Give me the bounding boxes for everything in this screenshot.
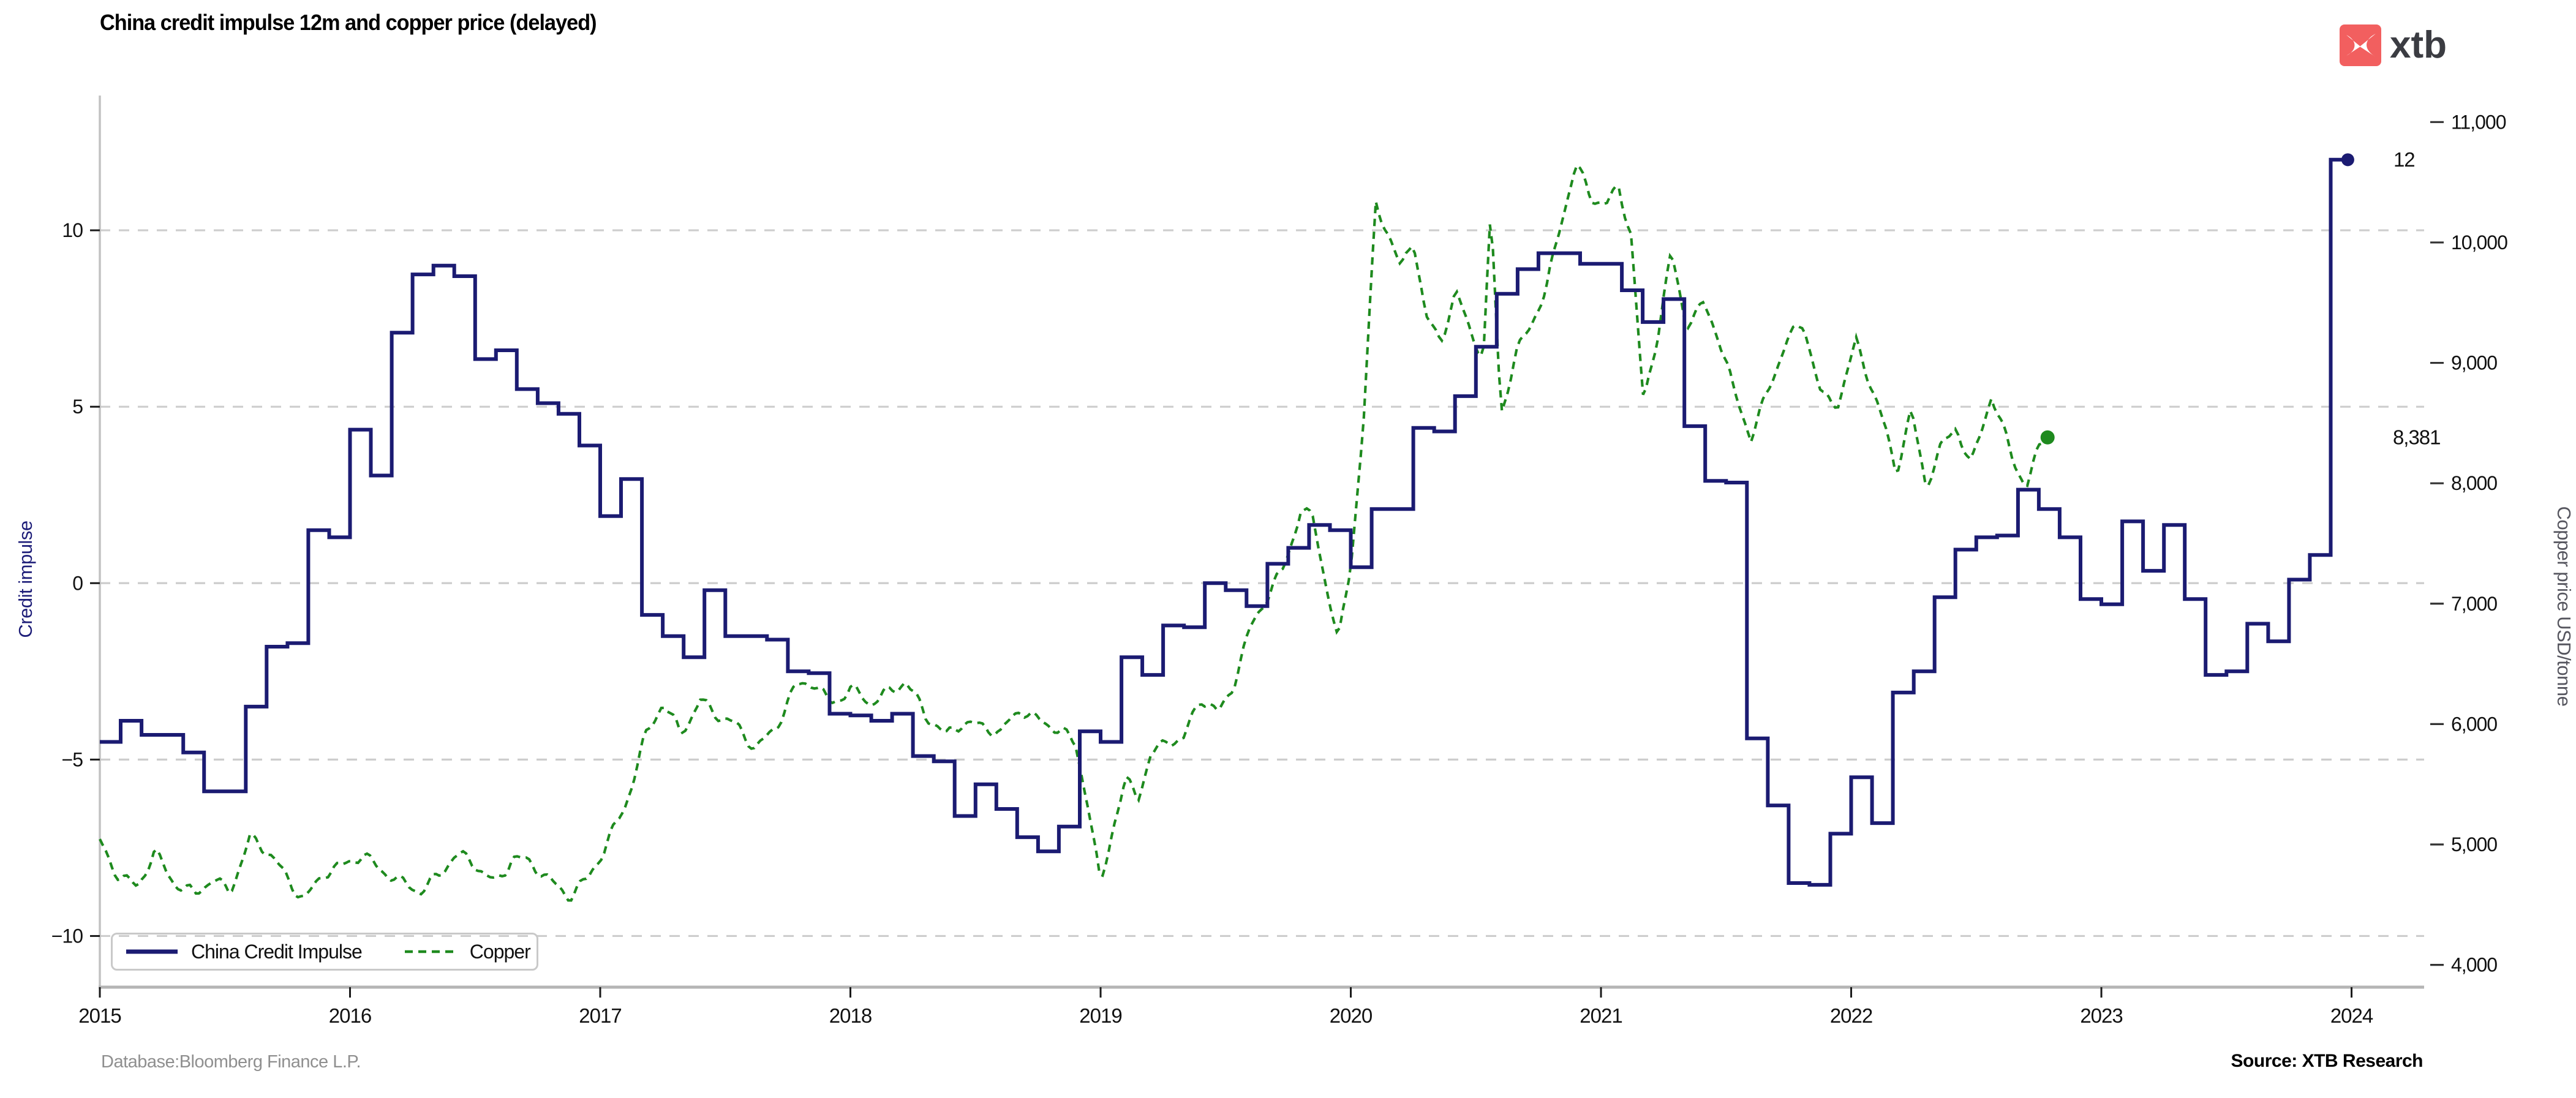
copper-end-marker: [2040, 430, 2055, 445]
chart-title: China credit impulse 12m and copper pric…: [100, 10, 597, 35]
left-tick-label: 10: [62, 219, 83, 241]
right-tick-label: 9,000: [2451, 352, 2497, 374]
left-tick-label: −10: [51, 925, 83, 947]
footer-database: Database:Bloomberg Finance L.P.: [101, 1052, 361, 1072]
right-tick-label: 11,000: [2451, 111, 2506, 133]
legend-line-sample: [126, 949, 178, 954]
left-axis-label: Credit impulse: [15, 521, 36, 637]
footer-source: Source: XTB Research: [2231, 1051, 2423, 1071]
left-tick-label: 5: [72, 396, 83, 418]
annotation-copper-final: 8,381: [2393, 426, 2441, 448]
xtb-logo-text: xtb: [2390, 24, 2447, 66]
right-tick-label: 8,000: [2451, 472, 2497, 494]
right-tick-label: 7,000: [2451, 593, 2497, 615]
x-tick-label: 2021: [1580, 1004, 1622, 1027]
x-tick-label: 2020: [1330, 1004, 1373, 1027]
legend-item: China Credit Impulse: [125, 940, 363, 963]
right-tick-label: 10,000: [2451, 231, 2507, 254]
legend: China Credit Impulse Copper: [111, 933, 538, 971]
x-tick-label: 2024: [2330, 1004, 2373, 1027]
credit-impulse-line: [100, 157, 2348, 887]
xtb-logo: xtb: [2340, 24, 2447, 66]
xtb-logo-icon: [2340, 24, 2381, 66]
right-axis-label: Copper price USD/tonne: [2553, 506, 2575, 707]
left-tick-label: 0: [72, 572, 83, 594]
left-tick-label: −5: [62, 748, 83, 770]
legend-item: Copper: [404, 940, 531, 963]
x-tick-label: 2017: [579, 1004, 621, 1027]
annotation-credit-final: 12: [2393, 148, 2415, 171]
legend-label: China Credit Impulse: [191, 940, 363, 963]
credit-end-marker: [2341, 153, 2354, 167]
x-tick-label: 2019: [1079, 1004, 1121, 1027]
right-tick-label: 6,000: [2451, 713, 2497, 735]
copper-line: [99, 163, 2049, 902]
legend-label: Copper: [469, 940, 531, 963]
x-tick-label: 2015: [78, 1004, 121, 1027]
x-tick-label: 2022: [1830, 1004, 1872, 1027]
x-tick-label: 2018: [829, 1004, 872, 1027]
x-tick-label: 2016: [329, 1004, 371, 1027]
x-tick-label: 2023: [2080, 1004, 2122, 1027]
right-tick-label: 4,000: [2451, 954, 2497, 976]
right-tick-label: 5,000: [2451, 833, 2497, 855]
legend-line-sample: [404, 950, 456, 953]
